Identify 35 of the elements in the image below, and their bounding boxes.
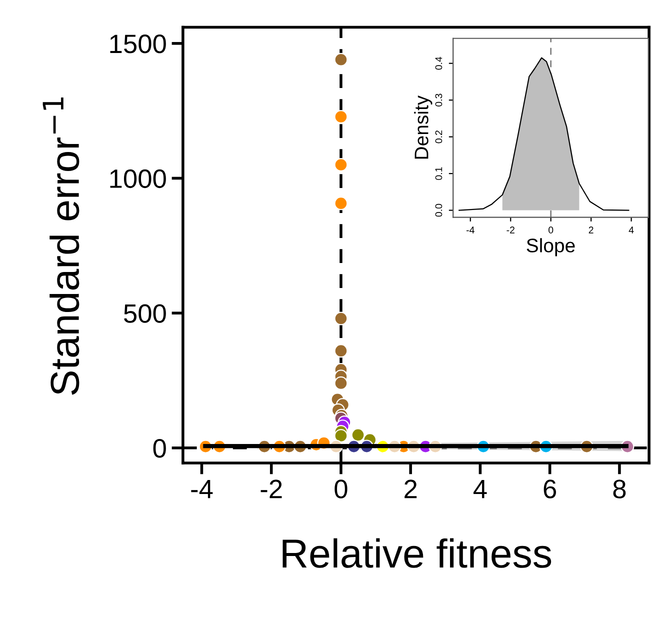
y-tick-label: 1000 <box>110 169 166 188</box>
point <box>334 312 348 326</box>
y-axis-title: Density <box>414 95 432 159</box>
point <box>334 110 348 124</box>
y-tick-label: 0.2 <box>435 130 442 144</box>
x-tick-label: -2 <box>260 480 282 498</box>
point <box>334 196 348 210</box>
y-tick-label: 0.0 <box>435 204 442 217</box>
x-tick-label: 0 <box>334 480 348 498</box>
line-series <box>458 57 630 211</box>
y-tick-label: 0 <box>153 439 166 458</box>
x-tick-label: -2 <box>506 226 514 234</box>
x-tick-label: 6 <box>544 480 556 498</box>
x-tick-label: 4 <box>628 226 634 234</box>
point <box>334 344 348 358</box>
y-tick-label: 0.3 <box>435 94 442 106</box>
point <box>334 52 348 66</box>
point <box>334 158 348 172</box>
y-tick-label: 0.1 <box>435 167 442 180</box>
x-tick-label: 0 <box>548 226 554 234</box>
x-tick-label: -4 <box>466 226 474 234</box>
x-tick-label: 8 <box>613 480 626 498</box>
y-axis-title: Standard error$^{−1}$ <box>42 98 80 395</box>
x-tick-label: 4 <box>473 480 487 498</box>
x-axis-title: Relative fitness <box>282 538 552 568</box>
x-axis-title: Slope <box>526 238 575 256</box>
point <box>334 376 348 390</box>
y-tick-label: 0.4 <box>435 56 442 70</box>
x-tick-label: -4 <box>191 480 213 498</box>
point <box>334 429 348 443</box>
y-tick-label: 1500 <box>110 34 166 54</box>
point <box>351 428 365 442</box>
y-tick-label: 500 <box>124 304 166 323</box>
x-tick-label: 2 <box>588 226 594 234</box>
x-tick-label: 2 <box>404 480 417 498</box>
